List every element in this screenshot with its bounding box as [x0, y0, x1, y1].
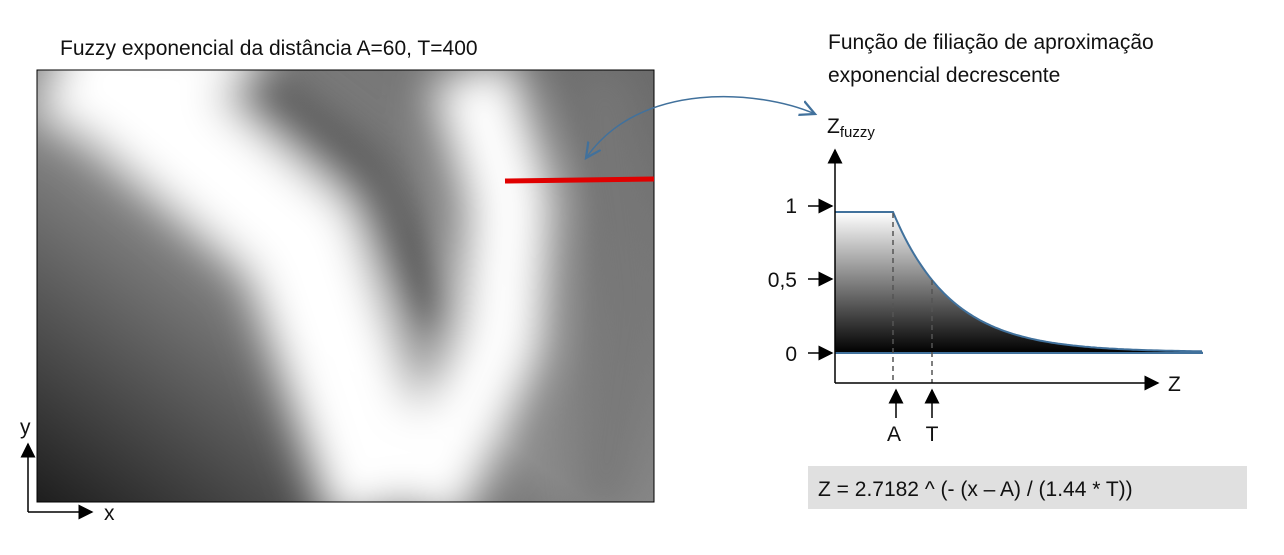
fuzzy-image	[37, 70, 654, 502]
marker-label: A	[887, 423, 901, 446]
image-frame	[36, 69, 655, 503]
level-label: 0,5	[768, 269, 797, 292]
level-label: 0	[785, 343, 797, 366]
marker-label: T	[926, 423, 939, 446]
membership-curve	[835, 211, 1203, 353]
right-title-line: exponencial decrescente	[828, 64, 1060, 87]
red-line	[504, 176, 655, 184]
curve-fill	[835, 212, 1203, 353]
formula: Z = 2.7182 ^ (- (x – A) / (1.44 * T))	[818, 478, 1133, 501]
y-label: y	[20, 416, 31, 439]
formula-box	[808, 466, 1247, 509]
level-label: 1	[785, 195, 797, 218]
left-title: Fuzzy exponencial da distância A=60, T=4…	[60, 37, 478, 60]
x-axis-label: Z	[1168, 373, 1181, 396]
y-axis-label: Zfuzzy	[827, 115, 875, 141]
x-label: x	[104, 502, 115, 525]
connector-arrow	[586, 95, 815, 158]
right-title-line: Função de filiação de aproximação	[828, 31, 1154, 54]
